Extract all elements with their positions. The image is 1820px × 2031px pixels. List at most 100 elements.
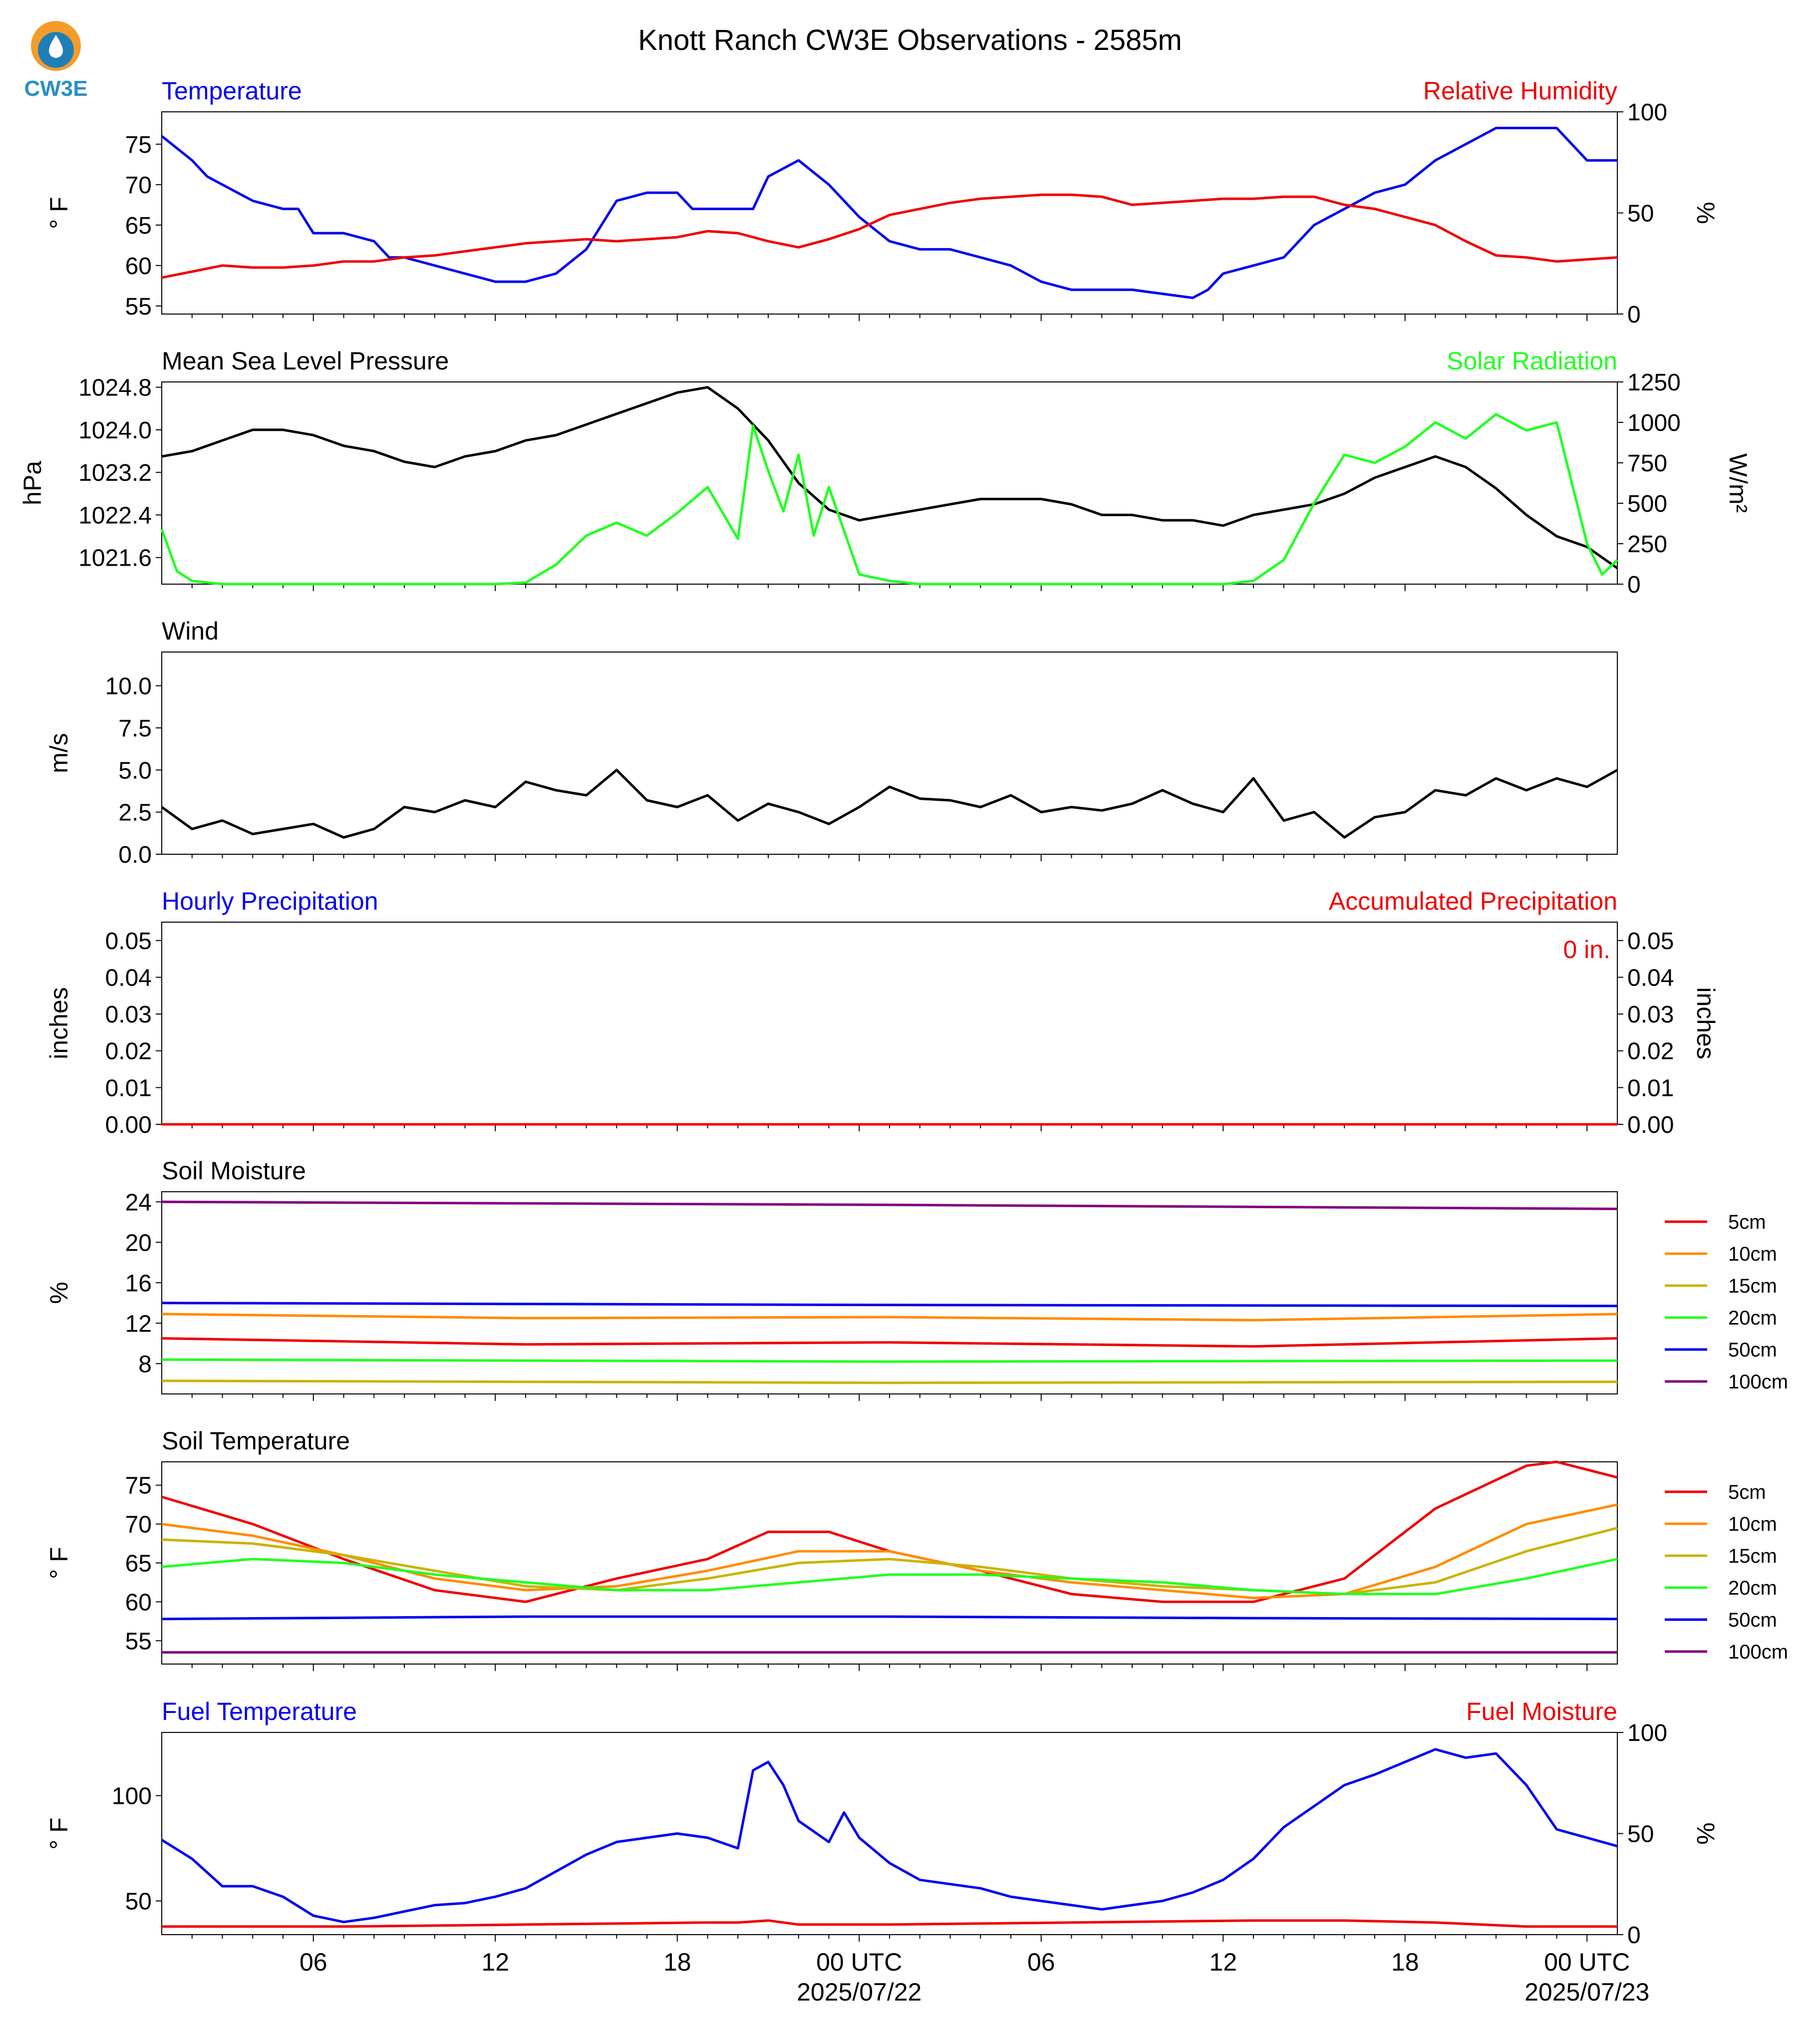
plot-frame xyxy=(161,111,1618,315)
panel-title-right: Fuel Moisture xyxy=(1466,1697,1617,1725)
legend-label: 5cm xyxy=(1728,1481,1766,1503)
y-axis-label: ° F xyxy=(45,197,73,229)
logo-text: CW3E xyxy=(24,76,87,101)
legend-label: 5cm xyxy=(1728,1211,1766,1233)
y-tick-label: 60 xyxy=(125,1589,152,1616)
panel-precip: 0.00 0.01 0.02 0.03 0.04 0.05 0.00 0.01 0.02 0.03… xyxy=(45,887,1720,1138)
panel-soil-moisture: 8 12 16 20 24 Soil Moisture% 5cm 10cm 15cm 20cm 50… xyxy=(45,1157,1788,1401)
series-line-mean-sea-level-pressure xyxy=(161,386,1618,570)
panel-title-left: Soil Moisture xyxy=(162,1157,306,1185)
y-right-tick-label: 0.00 xyxy=(1627,1112,1674,1138)
panel-title-left: Mean Sea Level Pressure xyxy=(162,347,449,375)
y-tick-label: 55 xyxy=(125,294,152,320)
series-line-fuel-temperature xyxy=(161,1748,1618,1924)
panel-title-left: Soil Temperature xyxy=(162,1427,350,1455)
legend-label: 50cm xyxy=(1728,1339,1777,1361)
y-right-tick-label: 0.01 xyxy=(1627,1075,1674,1101)
y-tick-label: 55 xyxy=(125,1628,152,1655)
plot-frame xyxy=(161,922,1618,1125)
panel-title-right: Solar Radiation xyxy=(1447,347,1617,375)
x-date-label: 2025/07/22 xyxy=(797,1978,921,2006)
y-tick-label: 24 xyxy=(125,1189,152,1216)
y-tick-label: 16 xyxy=(125,1270,152,1297)
y-axis-label-right: W/m² xyxy=(1724,453,1752,513)
panel-soil-temperature: 55 60 65 70 75 Soil Temperature ° F 5cm 10cm 15cm… xyxy=(45,1427,1788,1671)
legend-label: 100cm xyxy=(1728,1371,1788,1393)
y-right-tick-label: 0.04 xyxy=(1627,965,1674,991)
y-tick-label: 0.04 xyxy=(105,965,152,991)
y-tick-label: 8 xyxy=(138,1351,152,1377)
series-line-fuel-moisture xyxy=(162,1919,1617,1928)
y-axis-label: % xyxy=(45,1282,73,1304)
y-right-tick-label: 0 xyxy=(1627,572,1641,598)
y-tick-label: 65 xyxy=(125,213,152,239)
y-tick-label: 0.0 xyxy=(118,842,152,868)
y-axis-label: ° F xyxy=(45,1817,73,1849)
accumulated-total-label: 0 in. xyxy=(1563,936,1610,964)
panel-title-left: Wind xyxy=(162,617,219,645)
legend-label: 50cm xyxy=(1728,1609,1777,1631)
y-tick-label: 75 xyxy=(125,132,152,158)
legend-label: 15cm xyxy=(1728,1545,1777,1567)
legend-label: 15cm xyxy=(1728,1275,1777,1297)
y-right-tick-label: 1000 xyxy=(1627,410,1681,436)
plot-frame xyxy=(161,1732,1618,1935)
y-axis-label: ° F xyxy=(45,1547,73,1579)
y-right-tick-label: 500 xyxy=(1627,491,1667,517)
legend-label: 20cm xyxy=(1728,1307,1777,1329)
x-tick-label: 18 xyxy=(1391,1948,1419,1976)
series-line-solar-radiation xyxy=(160,413,1618,586)
series-line-100cm xyxy=(161,1200,1618,1210)
y-tick-label: 1024.8 xyxy=(78,375,152,401)
series-line-temperature xyxy=(161,126,1617,300)
y-tick-label: 10.0 xyxy=(105,674,152,700)
series-line-5cm xyxy=(161,1460,1618,1603)
cw3e-logo: CW3E xyxy=(24,21,88,101)
y-tick-label: 0.05 xyxy=(105,928,152,955)
y-axis-label: inches xyxy=(45,987,73,1059)
panel-title-left: Hourly Precipitation xyxy=(162,887,378,915)
x-date-label: 2025/07/23 xyxy=(1524,1978,1649,2006)
panel-fuel: 50 100 0 50 100 Fuel Temperature Fuel Moisture… xyxy=(45,1697,1720,1949)
x-tick-label: 00 UTC xyxy=(816,1948,902,1976)
y-tick-label: 0.00 xyxy=(105,1112,152,1138)
x-tick-label: 00 UTC xyxy=(1544,1948,1630,1976)
panel-wind: 0.0 2.5 5.0 7.5 10.0 Wind m/s xyxy=(45,617,1618,868)
series-line-50cm xyxy=(161,1302,1618,1308)
panel-title-left: Fuel Temperature xyxy=(162,1697,357,1725)
y-tick-label: 70 xyxy=(125,172,152,199)
x-tick-label: 18 xyxy=(663,1948,691,1976)
panel-title-right: Relative Humidity xyxy=(1423,77,1617,105)
y-right-tick-label: 750 xyxy=(1627,450,1667,477)
series-line-15cm xyxy=(161,1526,1618,1596)
y-tick-label: 20 xyxy=(125,1230,152,1256)
y-tick-label: 2.5 xyxy=(118,800,152,826)
y-right-tick-label: 1250 xyxy=(1627,369,1681,396)
y-tick-label: 0.02 xyxy=(105,1038,152,1065)
y-right-tick-label: 0 xyxy=(1627,1922,1641,1949)
y-right-tick-label: 50 xyxy=(1627,1821,1654,1848)
y-tick-label: 1024.0 xyxy=(78,417,152,444)
y-axis-label: hPa xyxy=(18,461,46,505)
panel-pressure-solar: 1021.6 1022.4 1023.2 1024.0 1024.8 0 250 500 750… xyxy=(18,347,1752,598)
series-line-50cm xyxy=(161,1615,1618,1621)
y-tick-label: 12 xyxy=(125,1311,152,1337)
panel-title-left: Temperature xyxy=(162,77,302,105)
series-line-5cm xyxy=(161,1337,1618,1348)
series-line-relative-humidity xyxy=(161,193,1618,279)
y-right-tick-label: 0.03 xyxy=(1627,1002,1674,1028)
y-tick-label: 100 xyxy=(112,1783,152,1810)
series-line-10cm xyxy=(161,1313,1618,1322)
y-right-tick-label: 0 xyxy=(1627,302,1641,328)
x-tick-label: 12 xyxy=(481,1948,509,1976)
series-line-20cm xyxy=(161,1558,1618,1596)
legend-label: 20cm xyxy=(1728,1577,1777,1599)
series-line-wind-speed xyxy=(161,768,1618,839)
y-tick-label: 1023.2 xyxy=(78,460,152,486)
series-line-15cm xyxy=(161,1379,1618,1384)
y-axis-label-right: inches xyxy=(1692,987,1720,1059)
y-right-tick-label: 50 xyxy=(1627,201,1654,227)
